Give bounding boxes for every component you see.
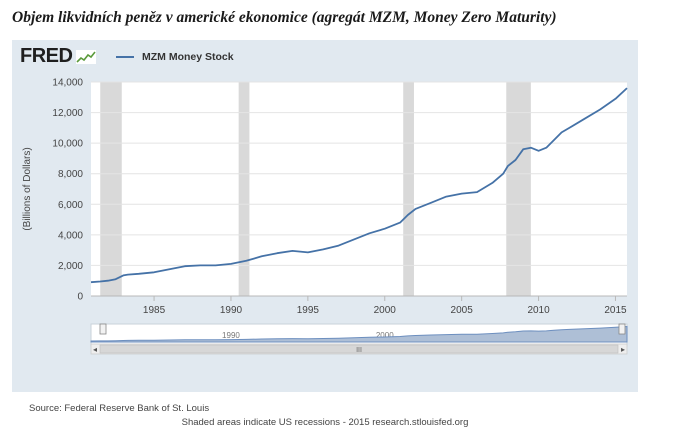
x-tick-label: 2005	[451, 305, 474, 316]
y-axis-ticks: 0 2,000 4,000 6,000 8,000 10,000 12,000 14,000	[52, 78, 83, 303]
scroll-thumb-grip: III	[356, 347, 362, 354]
fred-logo: FRED	[20, 45, 73, 67]
x-axis-ticks: 1985 1990 1995 2000 2005 2010 2015	[143, 296, 627, 316]
grid-lines	[91, 81, 627, 297]
scroll-left-arrow-icon[interactable]: ◂	[93, 345, 97, 354]
x-tick-label: 1985	[143, 305, 166, 316]
recession-band	[100, 82, 122, 296]
recession-band	[403, 82, 414, 296]
recession-band	[506, 82, 531, 296]
navigator[interactable]: 199020002010 III ◂ ▸	[90, 323, 628, 355]
x-tick-label: 2000	[374, 305, 397, 316]
series-line-mzm	[90, 87, 628, 284]
recession-band	[238, 82, 250, 296]
chart-panel: FRED MZM Money Stock 1985 1990 1995 2000 200…	[12, 40, 638, 428]
y-tick-label: 0	[77, 292, 83, 303]
legend-swatch	[116, 56, 134, 58]
navigator-left-handle[interactable]	[99, 323, 107, 335]
y-tick-label: 14,000	[52, 78, 83, 89]
navigator-year-label: 2000	[376, 331, 394, 340]
x-tick-label: 1990	[220, 305, 243, 316]
y-tick-label: 10,000	[52, 139, 83, 150]
recession-bands	[91, 82, 627, 296]
page-title: Objem likvidních peněz v americké ekonom…	[12, 9, 557, 26]
navigator-year-label: 1990	[222, 331, 240, 340]
y-tick-label: 6,000	[58, 200, 83, 211]
y-tick-label: 4,000	[58, 230, 83, 241]
y-tick-label: 2,000	[58, 261, 83, 272]
scroll-right-arrow-icon[interactable]: ▸	[621, 345, 625, 354]
navigator-scroll-thumb[interactable]	[99, 344, 619, 354]
series-layer	[90, 87, 628, 284]
x-tick-label: 2015	[604, 305, 627, 316]
chart-canvas: 1985 1990 1995 2000 2005 2010 2015 0 2,000 4,000…	[22, 78, 628, 355]
plot-area	[91, 82, 627, 296]
y-tick-label: 12,000	[52, 108, 83, 119]
source-note: Source: Federal Reserve Bank of St. Loui…	[29, 403, 210, 414]
navigator-right-handle[interactable]	[618, 323, 626, 335]
y-tick-label: 8,000	[58, 169, 83, 180]
legend-label: MZM Money Stock	[142, 51, 234, 63]
y-axis-label: (Billions of Dollars)	[22, 147, 33, 230]
x-tick-label: 1995	[297, 305, 320, 316]
x-tick-label: 2010	[527, 305, 550, 316]
navigator-series-area	[90, 325, 628, 343]
chart-legend: MZM Money Stock	[116, 51, 234, 63]
recession-note: Shaded areas indicate US recessions - 20…	[181, 417, 469, 428]
fred-logo-graph-icon	[76, 50, 96, 64]
